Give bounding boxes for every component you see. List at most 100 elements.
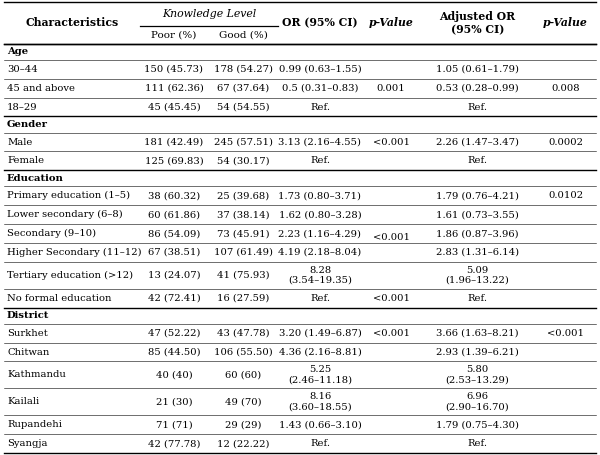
Text: 45 and above: 45 and above [7,84,75,93]
Text: 54 (54.55): 54 (54.55) [217,102,269,111]
Text: 181 (42.49): 181 (42.49) [145,137,203,147]
Text: 5.80
(2.53–13.29): 5.80 (2.53–13.29) [446,365,509,384]
Text: 5.25
(2.46–11.18): 5.25 (2.46–11.18) [288,365,352,384]
Text: 67 (38.51): 67 (38.51) [148,248,200,257]
Text: 25 (39.68): 25 (39.68) [217,192,269,200]
Text: <0.001: <0.001 [547,329,584,338]
Text: Gender: Gender [7,120,48,129]
Text: 1.62 (0.80–3.28): 1.62 (0.80–3.28) [278,210,361,219]
Text: 41 (75.93): 41 (75.93) [217,271,269,280]
Text: 1.86 (0.87–3.96): 1.86 (0.87–3.96) [436,229,519,238]
Text: 1.73 (0.80–3.71): 1.73 (0.80–3.71) [278,192,361,200]
Text: Higher Secondary (11–12): Higher Secondary (11–12) [7,248,142,257]
Text: Age: Age [7,47,28,56]
Text: Ref.: Ref. [467,157,487,165]
Text: 2.23 (1.16–4.29): 2.23 (1.16–4.29) [278,229,361,238]
Text: Kathmandu: Kathmandu [7,370,66,379]
Text: 1.43 (0.66–3.10): 1.43 (0.66–3.10) [278,420,361,429]
Text: 5.09
(1.96–13.22): 5.09 (1.96–13.22) [446,266,509,285]
Text: 21 (30): 21 (30) [155,397,193,406]
Text: Chitwan: Chitwan [7,348,49,357]
Text: Characteristics: Characteristics [25,17,119,28]
Text: 3.20 (1.49–6.87): 3.20 (1.49–6.87) [278,329,361,338]
Text: p-Value: p-Value [368,17,413,28]
Text: Secondary (9–10): Secondary (9–10) [7,229,96,238]
Text: 47 (52.22): 47 (52.22) [148,329,200,338]
Text: 4.19 (2.18–8.04): 4.19 (2.18–8.04) [278,248,362,257]
Text: p-Value: p-Value [543,17,588,28]
Text: 42 (72.41): 42 (72.41) [148,293,200,303]
Text: 42 (77.78): 42 (77.78) [148,439,200,448]
Text: 107 (61.49): 107 (61.49) [214,248,272,257]
Text: No formal education: No formal education [7,293,112,303]
Text: 4.36 (2.16–8.81): 4.36 (2.16–8.81) [278,348,361,357]
Text: Ref.: Ref. [467,293,487,303]
Text: Primary education (1–5): Primary education (1–5) [7,191,130,200]
Text: Adjusted OR
(95% CI): Adjusted OR (95% CI) [439,11,515,35]
Text: Female: Female [7,157,44,165]
Text: 2.93 (1.39–6.21): 2.93 (1.39–6.21) [436,348,519,357]
Text: 73 (45.91): 73 (45.91) [217,229,269,238]
Text: 6.96
(2.90–16.70): 6.96 (2.90–16.70) [446,392,509,411]
Text: 38 (60.32): 38 (60.32) [148,192,200,200]
Text: 1.05 (0.61–1.79): 1.05 (0.61–1.79) [436,65,519,74]
Text: <0.001: <0.001 [373,329,409,338]
Text: Ref.: Ref. [467,102,487,111]
Text: Syangja: Syangja [7,439,47,448]
Text: 30–44: 30–44 [7,65,38,74]
Text: 150 (45.73): 150 (45.73) [145,65,203,74]
Text: 111 (62.36): 111 (62.36) [145,84,203,93]
Text: <0.001: <0.001 [373,233,409,242]
Text: 8.16
(3.60–18.55): 8.16 (3.60–18.55) [288,392,352,411]
Text: 12 (22.22): 12 (22.22) [217,439,269,448]
Text: 29 (29): 29 (29) [225,420,261,429]
Text: Ref.: Ref. [310,439,330,448]
Text: 43 (47.78): 43 (47.78) [217,329,269,338]
Text: 3.13 (2.16–4.55): 3.13 (2.16–4.55) [278,137,361,147]
Text: 0.0002: 0.0002 [548,137,583,147]
Text: OR (95% CI): OR (95% CI) [282,17,358,28]
Text: 60 (61.86): 60 (61.86) [148,210,200,219]
Text: Poor (%): Poor (%) [151,30,197,40]
Text: <0.001: <0.001 [373,293,409,303]
Text: 13 (24.07): 13 (24.07) [148,271,200,280]
Text: 16 (27.59): 16 (27.59) [217,293,269,303]
Text: 1.79 (0.76–4.21): 1.79 (0.76–4.21) [436,192,519,200]
Text: <0.001: <0.001 [373,137,409,147]
Text: 3.66 (1.63–8.21): 3.66 (1.63–8.21) [436,329,519,338]
Text: Education: Education [7,174,64,183]
Text: 8.28
(3.54–19.35): 8.28 (3.54–19.35) [288,266,352,285]
Text: Ref.: Ref. [467,439,487,448]
Text: Surkhet: Surkhet [7,329,48,338]
Text: 1.61 (0.73–3.55): 1.61 (0.73–3.55) [436,210,519,219]
Text: 18–29: 18–29 [7,102,38,111]
Text: 2.83 (1.31–6.14): 2.83 (1.31–6.14) [436,248,519,257]
Text: 178 (54.27): 178 (54.27) [214,65,272,74]
Text: 0.5 (0.31–0.83): 0.5 (0.31–0.83) [282,84,358,93]
Text: Lower secondary (6–8): Lower secondary (6–8) [7,210,123,219]
Text: 0.001: 0.001 [377,84,406,93]
Text: 60 (60): 60 (60) [225,370,261,379]
Text: 67 (37.64): 67 (37.64) [217,84,269,93]
Text: 125 (69.83): 125 (69.83) [145,157,203,165]
Text: District: District [7,311,49,320]
Text: Ref.: Ref. [310,102,330,111]
Text: Good (%): Good (%) [218,30,268,40]
Text: 245 (57.51): 245 (57.51) [214,137,272,147]
Text: 45 (45.45): 45 (45.45) [148,102,200,111]
Text: 40 (40): 40 (40) [155,370,193,379]
Text: Kailali: Kailali [7,397,39,406]
Text: 86 (54.09): 86 (54.09) [148,229,200,238]
Text: 85 (44.50): 85 (44.50) [148,348,200,357]
Text: 0.0102: 0.0102 [548,192,583,200]
Text: Ref.: Ref. [310,293,330,303]
Text: Ref.: Ref. [310,157,330,165]
Text: 0.53 (0.28–0.99): 0.53 (0.28–0.99) [436,84,519,93]
Text: 1.79 (0.75–4.30): 1.79 (0.75–4.30) [436,420,519,429]
Text: 0.99 (0.63–1.55): 0.99 (0.63–1.55) [278,65,361,74]
Text: 2.26 (1.47–3.47): 2.26 (1.47–3.47) [436,137,519,147]
Text: 0.008: 0.008 [551,84,580,93]
Text: 54 (30.17): 54 (30.17) [217,157,269,165]
Text: 71 (71): 71 (71) [155,420,193,429]
Text: Male: Male [7,137,32,147]
